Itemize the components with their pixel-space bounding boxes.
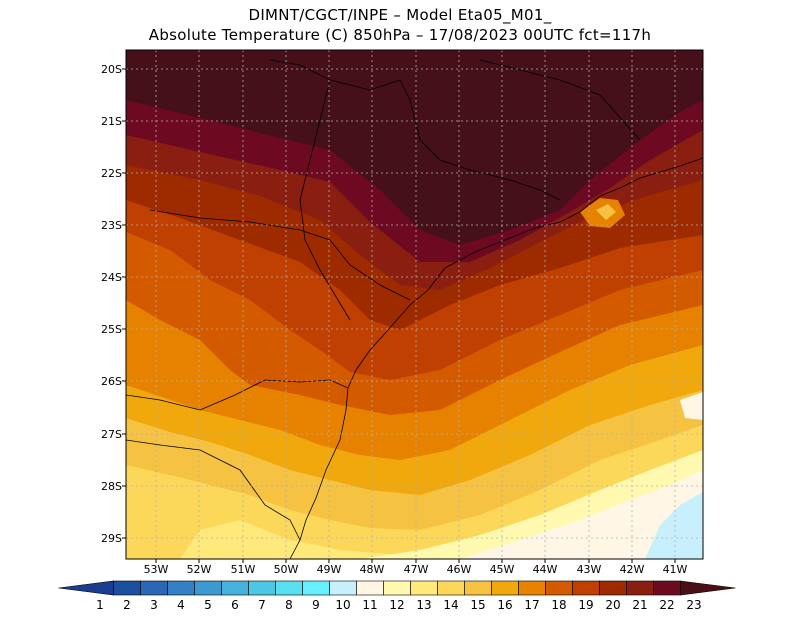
colorbar-label: 11 [362, 598, 378, 612]
colorbar-label: 16 [497, 598, 513, 612]
colorbar-label: 8 [285, 598, 293, 612]
colorbar-label: 4 [177, 598, 185, 612]
lon-label: 47W [403, 563, 429, 576]
colorbar-box [356, 580, 384, 596]
colorbar-box [248, 580, 276, 596]
colorbar [58, 580, 736, 596]
lat-label: 29S [101, 532, 122, 545]
state-border-6 [479, 59, 641, 141]
map-frame [125, 49, 704, 560]
state-border-2 [125, 439, 301, 541]
coastline-borders [125, 59, 704, 560]
colorbar-label: 3 [150, 598, 158, 612]
lat-label: 25S [101, 323, 122, 336]
colorbar-label: 5 [204, 598, 212, 612]
lat-label: 21S [101, 115, 122, 128]
colorbar-label: 1 [96, 598, 104, 612]
colorbar-boxes [58, 580, 736, 596]
lon-label: 42W [619, 563, 645, 576]
axis-ticks [122, 68, 676, 563]
title-line-2: Absolute Temperature (C) 850hPa – 17/08/… [148, 26, 652, 44]
state-border-5 [299, 79, 351, 321]
title-line-1: DIMNT/CGCT/INPE – Model Eta05_M01_ [248, 6, 552, 24]
temperature-fields [126, 50, 703, 559]
lon-label: 49W [316, 563, 342, 576]
colorbar-box [626, 580, 654, 596]
lat-label: 22S [101, 167, 122, 180]
colorbar-box [464, 580, 492, 596]
lon-label: 52W [186, 563, 212, 576]
lon-label: 53W [143, 563, 169, 576]
lon-label: 51W [230, 563, 256, 576]
colorbar-box [437, 580, 465, 596]
colorbar-label: 9 [312, 598, 320, 612]
colorbar-label: 14 [443, 598, 459, 612]
colorbar-label: 13 [416, 598, 432, 612]
colorbar-label: 6 [231, 598, 239, 612]
colorbar-box [113, 580, 141, 596]
colorbar-label: 12 [389, 598, 405, 612]
colorbar-label: 20 [605, 598, 621, 612]
hotspot-t17 [596, 204, 616, 220]
lat-label: 28S [101, 480, 122, 493]
lat-label: 23S [101, 219, 122, 232]
lon-label: 41W [662, 563, 688, 576]
lat-label: 26S [101, 375, 122, 388]
colorbar-box [140, 580, 168, 596]
lon-label: 50W [273, 563, 299, 576]
lon-label: 43W [576, 563, 602, 576]
colorbar-label: 2 [123, 598, 131, 612]
colorbar-label: 17 [524, 598, 540, 612]
colorbar-label: 18 [551, 598, 567, 612]
colorbar-label: 15 [470, 598, 486, 612]
colorbar-box [491, 580, 519, 596]
colorbar-box [410, 580, 438, 596]
colorbar-box [545, 580, 573, 596]
state-border-3 [149, 209, 411, 301]
colorbar-box [599, 580, 627, 596]
colorbar-arrow-high [680, 580, 736, 596]
band-t11-patch [680, 392, 703, 420]
colorbar-box [194, 580, 222, 596]
colorbar-box [572, 580, 600, 596]
lat-lon-grid [126, 50, 703, 559]
colorbar-label: 23 [686, 598, 702, 612]
lat-label: 20S [101, 63, 122, 76]
band-t10 [645, 492, 703, 559]
colorbar-box [653, 580, 681, 596]
colorbar-arrow-low [58, 580, 114, 596]
state-border-1 [125, 379, 349, 411]
colorbar-label: 22 [659, 598, 675, 612]
state-border-4 [269, 59, 561, 201]
colorbar-box [275, 580, 303, 596]
colorbar-label: 10 [335, 598, 351, 612]
colorbar-label: 7 [258, 598, 266, 612]
lon-label: 48W [359, 563, 385, 576]
coastline [289, 157, 704, 560]
colorbar-box [518, 580, 546, 596]
colorbar-box [302, 580, 330, 596]
lon-label: 44W [532, 563, 558, 576]
colorbar-box [383, 580, 411, 596]
colorbar-box [167, 580, 195, 596]
lon-label: 46W [446, 563, 472, 576]
colorbar-label: 21 [632, 598, 648, 612]
colorbar-box [329, 580, 357, 596]
lat-label: 24S [101, 271, 122, 284]
lon-label: 45W [489, 563, 515, 576]
colorbar-label: 19 [578, 598, 594, 612]
lat-label: 27S [101, 428, 122, 441]
colorbar-box [221, 580, 249, 596]
band-t11 [460, 470, 703, 559]
